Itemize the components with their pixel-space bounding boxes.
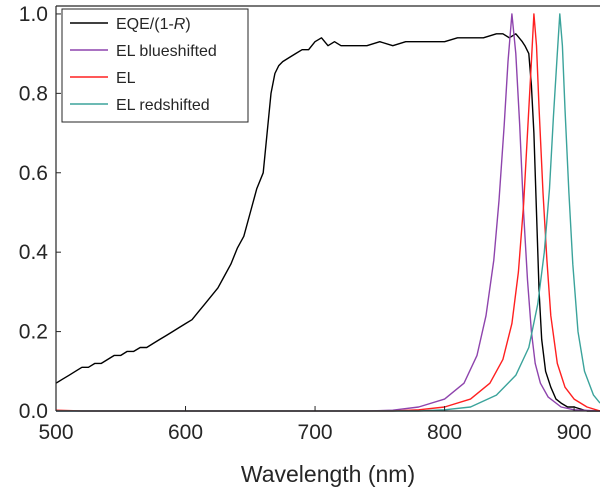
y-tick-label: 0.6: [19, 162, 48, 185]
legend-label-eqe-suffix: ): [185, 16, 190, 33]
legend-box: [61, 8, 249, 123]
x-axis-title: Wavelength (nm): [241, 461, 415, 487]
legend-entry-eqe: EQE/(1-R): [70, 16, 191, 33]
legend-label-el: EL: [116, 70, 136, 87]
y-tick-label: 0.8: [19, 82, 48, 105]
x-tick-label: 600: [168, 421, 203, 444]
y-tick-label: 0.4: [19, 241, 49, 264]
x-tick-label: 500: [38, 421, 73, 444]
series-el-line: [55, 13, 600, 412]
legend-label-eqe-italic: R: [174, 16, 186, 33]
legend-label-el-redshifted: EL redshifted: [116, 97, 210, 114]
y-tick-label: 0.0: [19, 400, 48, 423]
ticks-layer: 500 600 700 800 900 0.0 0.2 0.4 0.6 0.8 1.0: [19, 3, 592, 444]
series-el-redshifted-line: [56, 13, 600, 412]
legend-entry-el-blueshifted: EL blueshifted: [70, 43, 217, 60]
y-tick-label: 0.2: [19, 321, 48, 344]
legend: EQE/(1-R) EL blueshifted EL EL redshifte…: [61, 8, 249, 123]
x-tick-label: 700: [298, 421, 333, 444]
series-layer: [55, 13, 600, 412]
axes-layer: [55, 5, 600, 412]
x-tick-label: 900: [557, 421, 592, 444]
y-tick-label: 1.0: [19, 3, 48, 26]
legend-label-eqe-main: EQE/(1-: [116, 16, 174, 33]
legend-label-el-blueshifted: EL blueshifted: [116, 43, 217, 60]
x-tick-label: 800: [427, 421, 462, 444]
series-eqe-line: [55, 33, 600, 412]
legend-entry-el: EL: [70, 70, 136, 87]
legend-entry-el-redshifted: EL redshifted: [70, 97, 210, 114]
legend-label-eqe: EQE/(1-R): [116, 16, 191, 33]
series-el-blueshifted-line: [56, 13, 600, 412]
